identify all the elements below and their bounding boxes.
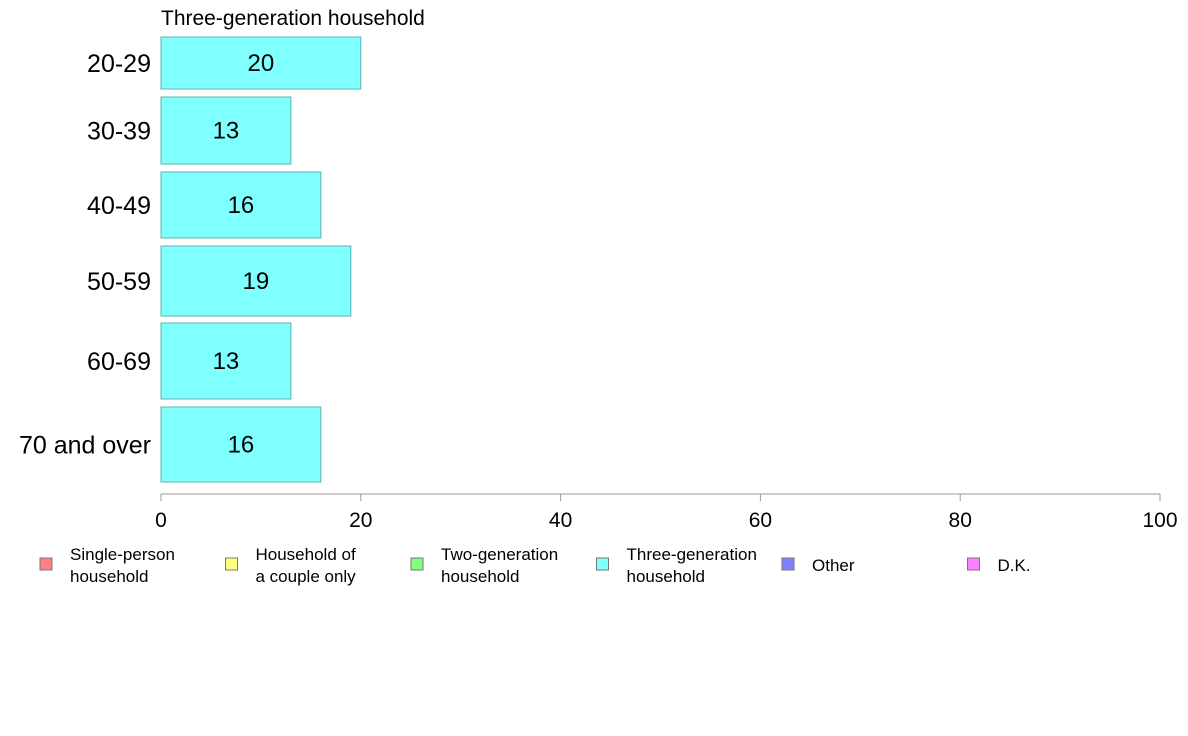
bar-30-39 [160, 96, 292, 165]
bar-value-label: 20 [248, 50, 275, 77]
legend-label: D.K. [998, 556, 1031, 575]
x-tick-label: 60 [749, 509, 772, 532]
legend-label: Single-person [70, 545, 175, 564]
legend-swatch [225, 557, 238, 571]
x-axis: 0 20 40 60 80 100 [155, 493, 1178, 532]
x-tick-label: 0 [155, 509, 167, 532]
legend: Single-person household Household of a coup… [39, 545, 1031, 586]
legend-label: Other [812, 556, 855, 575]
legend-item: D.K. [967, 556, 1031, 575]
legend-item: Household of a couple only [225, 545, 357, 586]
legend-item: Other [781, 556, 855, 575]
bar-value-label: 16 [228, 432, 255, 459]
legend-item: Two-generation household [410, 545, 558, 586]
legend-label: Three-generation [627, 545, 757, 564]
x-tick-label: 80 [949, 509, 972, 532]
bar-value-label: 16 [228, 192, 255, 219]
bar-20-29 [160, 36, 362, 90]
y-tick-label: 50-59 [87, 268, 151, 296]
legend-swatch [781, 557, 795, 571]
legend-label: a couple only [256, 567, 357, 586]
bar-40-49 [160, 171, 322, 239]
bar-value-label: 19 [243, 268, 270, 295]
legend-label: household [627, 567, 705, 586]
y-tick-label: 40-49 [87, 192, 151, 220]
legend-swatch [39, 557, 53, 571]
y-tick-label: 30-39 [87, 118, 151, 146]
bar-60-69 [160, 322, 292, 400]
y-axis-labels: 20-29 30-39 40-49 50-59 60-69 70 and over [19, 50, 151, 460]
legend-label: Two-generation [441, 545, 558, 564]
bar-value-label: 13 [213, 348, 240, 375]
bar-70-and-over [160, 406, 322, 483]
legend-swatch [410, 557, 424, 571]
legend-item: Three-generation household [596, 545, 757, 586]
x-tick-label: 40 [549, 509, 572, 532]
legend-label: Household of [256, 545, 356, 564]
chart-title: Three-generation household [161, 7, 425, 30]
legend-swatch [596, 557, 609, 571]
legend-label: household [70, 567, 148, 586]
bars-group: 20 13 16 19 13 16 [160, 36, 362, 483]
bar-value-label: 13 [213, 118, 240, 145]
x-tick-label: 20 [349, 509, 372, 532]
legend-item: Single-person household [39, 545, 175, 586]
y-tick-label: 20-29 [87, 50, 151, 78]
x-tick-label: 100 [1142, 509, 1177, 532]
legend-swatch [967, 557, 980, 571]
bar-50-59 [160, 245, 352, 317]
y-tick-label: 70 and over [19, 432, 151, 460]
y-tick-label: 60-69 [87, 348, 151, 376]
legend-label: household [441, 567, 519, 586]
